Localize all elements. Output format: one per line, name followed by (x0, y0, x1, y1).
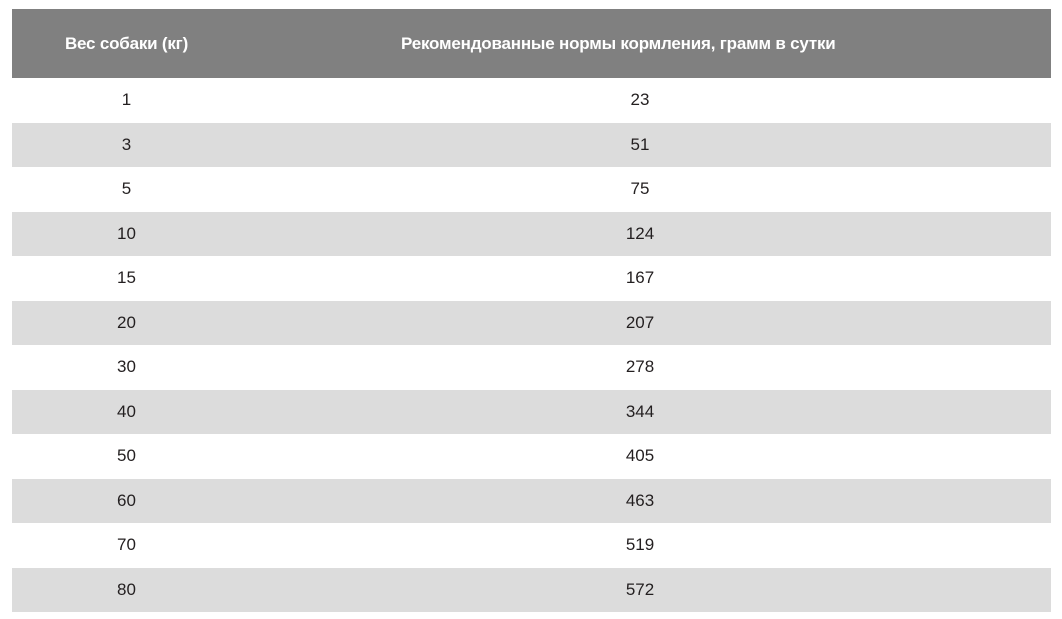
cell-norm: 207 (625, 312, 655, 332)
cell-weight: 3 (121, 134, 132, 154)
cell-norm: 51 (630, 134, 650, 154)
cell-norm: 23 (630, 90, 650, 110)
table-row: 1 23 (12, 78, 1051, 123)
cell-weight: 70 (117, 535, 136, 555)
cell-norm: 344 (625, 401, 655, 421)
cell-weight: 60 (117, 490, 136, 510)
table-row: 15 167 (12, 256, 1051, 301)
cell-weight: 1 (121, 90, 132, 110)
table-row: 3 51 (12, 122, 1051, 167)
table-row: 60 463 (12, 478, 1051, 523)
table-row: 50 405 (12, 434, 1051, 479)
table-header: Вес собаки (кг) Рекомендованные нормы ко… (12, 9, 1051, 78)
header-norm: Рекомендованные нормы кормления, грамм в… (401, 33, 836, 53)
cell-weight: 15 (117, 268, 136, 288)
table-row: 40 344 (12, 389, 1051, 434)
cell-weight: 20 (117, 312, 136, 332)
table-row: 5 75 (12, 167, 1051, 212)
table-body: 1 23 3 51 5 75 10 124 15 167 20 207 30 2… (12, 78, 1051, 612)
cell-norm: 463 (625, 490, 655, 510)
cell-weight: 10 (117, 223, 136, 243)
cell-norm: 405 (625, 446, 655, 466)
cell-norm: 278 (625, 357, 655, 377)
table-row: 10 124 (12, 211, 1051, 256)
table-row: 20 207 (12, 300, 1051, 345)
cell-weight: 40 (117, 401, 136, 421)
cell-norm: 124 (625, 223, 655, 243)
cell-weight: 5 (121, 179, 132, 199)
cell-weight: 30 (117, 357, 136, 377)
table-row: 80 572 (12, 567, 1051, 612)
feeding-table: Вес собаки (кг) Рекомендованные нормы ко… (12, 9, 1051, 612)
cell-norm: 75 (630, 179, 650, 199)
cell-norm: 167 (625, 268, 655, 288)
cell-weight: 80 (117, 579, 136, 599)
header-weight: Вес собаки (кг) (64, 33, 189, 53)
table-row: 30 278 (12, 345, 1051, 390)
cell-norm: 572 (625, 579, 655, 599)
table-row: 70 519 (12, 523, 1051, 568)
cell-norm: 519 (625, 535, 655, 555)
cell-weight: 50 (117, 446, 136, 466)
